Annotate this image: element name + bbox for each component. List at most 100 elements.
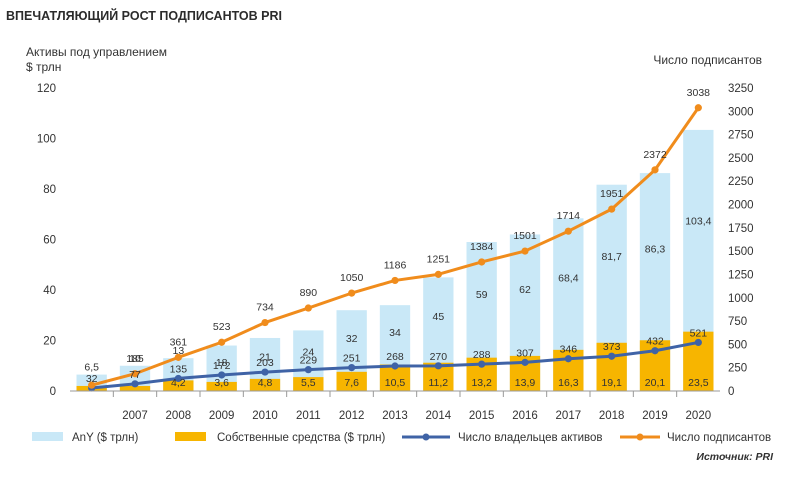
data-label-aum: 59 (476, 289, 488, 301)
point-signatories (391, 276, 399, 285)
y-left-label-line2: $ трлн (26, 60, 61, 74)
data-label-own-funds: 10,5 (385, 377, 406, 389)
data-label-signatories: 1714 (557, 210, 581, 222)
point-asset-owners (218, 371, 226, 379)
point-asset-owners (391, 362, 399, 370)
data-label-signatories: 890 (300, 287, 318, 299)
legend-label-aum: AnY ($ трлн) (72, 432, 138, 444)
data-label-asset-owners: 288 (473, 349, 491, 361)
x-tick-label: 2008 (166, 410, 192, 422)
data-label-signatories: 1251 (427, 253, 451, 265)
bar-own-funds (596, 342, 627, 391)
x-tick-label: 2007 (122, 410, 148, 422)
point-asset-owners (174, 374, 182, 383)
data-label-aum: 81,7 (601, 251, 622, 263)
point-asset-owners (348, 363, 356, 372)
data-label-aum: 34 (389, 327, 401, 339)
y-left-tick-label: 0 (50, 386, 56, 398)
point-signatories (304, 304, 312, 312)
x-tick-label: 2019 (642, 410, 668, 422)
y-left-tick-label: 120 (37, 83, 56, 95)
chart-title: ВПЕЧАТЛЯЮЩИЙ РОСТ ПОДПИСАНТОВ PRI (6, 8, 282, 23)
y-right-tick-label: 500 (728, 339, 747, 351)
point-asset-owners (304, 366, 312, 374)
y-right-tick-label: 1750 (728, 223, 754, 235)
point-asset-owners (564, 355, 572, 363)
data-label-own-funds: 20,1 (645, 377, 666, 389)
data-label-asset-owners: 32 (86, 373, 98, 385)
data-label-aum: 86,3 (645, 243, 666, 255)
data-label-aum: 32 (346, 333, 358, 345)
point-signatories (564, 227, 572, 235)
bar-own-funds (163, 380, 194, 391)
legend-label-asset-owners: Число владельцев активов (458, 432, 603, 444)
data-label-own-funds: 19,1 (601, 377, 622, 389)
data-label-signatories: 523 (213, 321, 231, 333)
data-label-own-funds: 4,8 (258, 377, 273, 389)
point-signatories (348, 289, 356, 297)
x-tick-label: 2010 (252, 410, 278, 422)
point-asset-owners (521, 358, 529, 366)
source-note: Источник: PRI (696, 451, 774, 463)
y-right-tick-label: 1000 (728, 293, 754, 305)
point-signatories (218, 338, 226, 346)
data-label-asset-owners: 270 (430, 351, 448, 363)
x-tick-label: 2011 (296, 410, 321, 422)
point-signatories (608, 205, 616, 213)
y-right-tick-label: 750 (728, 316, 747, 328)
data-label-signatories: 2372 (643, 149, 667, 161)
point-asset-owners (478, 360, 486, 368)
x-tick-label: 2020 (686, 410, 712, 422)
point-asset-owners (131, 380, 139, 388)
y-left-tick-label: 20 (43, 336, 56, 348)
y-right-tick-label: 1250 (728, 269, 754, 281)
x-tick-label: 2012 (339, 410, 365, 422)
line-layer (88, 104, 702, 392)
y-right-tick-label: 0 (728, 386, 734, 398)
data-label-signatories: 361 (170, 336, 188, 348)
bar-own-funds (206, 381, 237, 391)
data-label-asset-owners: 346 (560, 344, 578, 356)
y-left-label-line1: Активы под управлением (26, 45, 167, 59)
legend-label-own-funds: Собственные средства ($ трлн) (217, 432, 385, 444)
data-label-own-funds: 13,2 (471, 377, 492, 389)
point-asset-owners (434, 362, 442, 370)
y-right-tick-label: 3250 (728, 83, 754, 95)
bar-own-funds (119, 385, 151, 391)
y-right-tick-label: 1500 (728, 246, 754, 258)
point-signatories (434, 270, 442, 278)
data-label-own-funds: 23,5 (688, 377, 709, 389)
legend-swatch-own-funds (175, 432, 206, 441)
data-label-asset-owners: 307 (516, 347, 534, 359)
data-label-own-funds: 13,9 (515, 377, 536, 389)
axis-layer: 2007 2008 2009 2010 2011 2012 2013 2014 2015 2016… (37, 83, 754, 422)
y-right-tick-label: 2250 (728, 176, 754, 188)
data-label-asset-owners: 432 (646, 336, 664, 348)
data-label-asset-owners: 229 (300, 355, 318, 367)
data-label-aum: 18 (216, 357, 228, 369)
point-signatories (694, 104, 702, 112)
y-right-tick-label: 250 (728, 363, 747, 375)
bar-own-funds (336, 371, 367, 391)
data-label-signatories: 1951 (600, 188, 624, 200)
point-signatories (651, 166, 659, 174)
y-right-label: Число подписантов (653, 53, 762, 67)
y-left-tick-label: 60 (43, 235, 56, 247)
data-label-aum: 24 (302, 346, 314, 358)
data-label-layer: 6,5 10 13 18 21 24 32 34 45 59 62 68,4 81,7 86,3 103,4… (84, 87, 711, 389)
data-label-aum: 13 (172, 345, 184, 357)
x-tick-label: 2016 (512, 410, 538, 422)
data-label-asset-owners: 268 (386, 351, 404, 363)
point-asset-owners (608, 352, 616, 360)
x-tick-label: 2017 (556, 410, 582, 422)
data-label-aum: 68,4 (558, 272, 579, 284)
y-right-tick-label: 2750 (728, 130, 754, 142)
data-label-own-funds: 7,6 (344, 377, 359, 389)
data-label-own-funds: 3,6 (214, 377, 229, 389)
data-label-signatories: 1384 (470, 241, 494, 253)
data-label-asset-owners: 521 (690, 327, 708, 339)
point-asset-owners (261, 368, 269, 376)
data-label-signatories: 1501 (513, 230, 537, 242)
legend: AnY ($ трлн) Собственные средства ($ трл… (32, 432, 771, 444)
